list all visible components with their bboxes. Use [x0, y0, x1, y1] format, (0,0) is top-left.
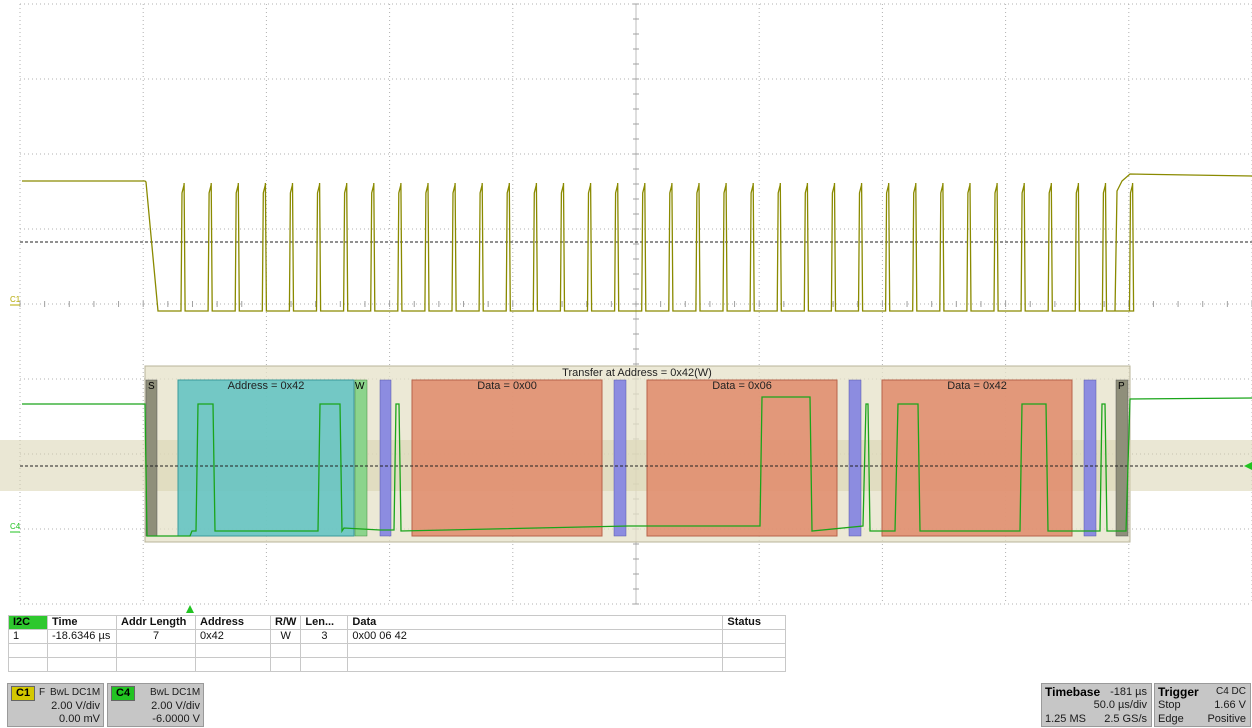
c4-offset: -6.0000 V	[152, 712, 200, 726]
stop-marker-label: P	[1118, 381, 1125, 392]
ack-box	[614, 380, 626, 536]
cell-rw: W	[271, 630, 301, 644]
table-row	[9, 644, 786, 658]
c1-tag: C1	[11, 686, 35, 701]
timebase-descriptor[interactable]: Timebase -181 µs 50.0 µs/div 1.25 MS 2.5…	[1041, 683, 1152, 727]
trigger-descriptor[interactable]: Trigger C4 DC Stop 1.66 V Edge Positive	[1154, 683, 1251, 727]
protocol-header[interactable]: I2C	[9, 616, 48, 630]
cell-len: 3	[301, 630, 348, 644]
col-len[interactable]: Len...	[301, 616, 348, 630]
cell-address: 0x42	[196, 630, 271, 644]
table-header-row: I2C Time Addr Length Address R/W Len... …	[9, 616, 786, 630]
c1-offset: 0.00 mV	[59, 712, 100, 726]
col-rw[interactable]: R/W	[271, 616, 301, 630]
decode-table[interactable]: I2C Time Addr Length Address R/W Len... …	[8, 615, 786, 672]
trigger-slope: Positive	[1207, 713, 1246, 725]
c4-tag: C4	[111, 686, 135, 701]
start-marker-box	[146, 380, 157, 536]
c1-flag: F	[39, 686, 45, 700]
cell-time: -18.6346 µs	[48, 630, 117, 644]
cell-addr-length: 7	[117, 630, 196, 644]
data-label-1: Data = 0x00	[477, 380, 537, 392]
c1-descriptor[interactable]: C1 F BwL DC1M 2.00 V/div 0.00 mV	[7, 683, 104, 727]
waveform-display[interactable]: Transfer at Address = 0x42(W) S Address …	[0, 0, 1252, 610]
address-label: Address = 0x42	[228, 380, 305, 392]
trigger-source: C4 DC	[1216, 686, 1246, 697]
timebase-samples: 1.25 MS	[1045, 713, 1086, 725]
data-label-2: Data = 0x06	[712, 380, 772, 392]
timebase-title: Timebase	[1045, 685, 1100, 699]
data-box-1	[412, 380, 602, 536]
col-status[interactable]: Status	[723, 616, 786, 630]
c4-vdiv: 2.00 V/div	[151, 699, 200, 713]
cell-index: 1	[9, 630, 48, 644]
timebase-tdiv: 50.0 µs/div	[1094, 699, 1147, 711]
decode-overlay: Transfer at Address = 0x42(W) S Address …	[0, 366, 1252, 542]
col-addr-length[interactable]: Addr Length	[117, 616, 196, 630]
col-data[interactable]: Data	[348, 616, 723, 630]
trigger-level: 1.66 V	[1214, 699, 1246, 711]
trigger-mode: Stop	[1158, 699, 1181, 711]
c1-coupling: BwL DC1M	[50, 686, 100, 700]
transfer-label: Transfer at Address = 0x42(W)	[562, 367, 712, 379]
data-label-3: Data = 0x42	[947, 380, 1007, 392]
ack-box	[380, 380, 391, 536]
ack-box	[849, 380, 861, 536]
rw-box	[355, 380, 367, 536]
start-marker-label: S	[148, 381, 155, 392]
table-row[interactable]: 1 -18.6346 µs 7 0x42 W 3 0x00 06 42	[9, 630, 786, 644]
col-address[interactable]: Address	[196, 616, 271, 630]
trigger-position-marker[interactable]	[186, 605, 194, 613]
cell-status	[723, 630, 786, 644]
timebase-delay: -181 µs	[1110, 686, 1147, 698]
col-time[interactable]: Time	[48, 616, 117, 630]
c4-descriptor[interactable]: C4 BwL DC1M 2.00 V/div -6.0000 V	[107, 683, 204, 727]
c1-offset-marker[interactable]: C1	[10, 295, 21, 304]
data-box-2	[647, 380, 837, 536]
table-row	[9, 658, 786, 672]
ack-box	[1084, 380, 1096, 536]
timebase-rate: 2.5 GS/s	[1104, 713, 1147, 725]
trigger-title: Trigger	[1158, 685, 1199, 699]
c1-vdiv: 2.00 V/div	[51, 699, 100, 713]
c4-offset-marker[interactable]: C4	[10, 522, 21, 531]
trigger-type: Edge	[1158, 713, 1184, 725]
c4-coupling: BwL DC1M	[150, 686, 200, 700]
rw-label: W	[355, 381, 365, 392]
cell-data: 0x00 06 42	[348, 630, 723, 644]
